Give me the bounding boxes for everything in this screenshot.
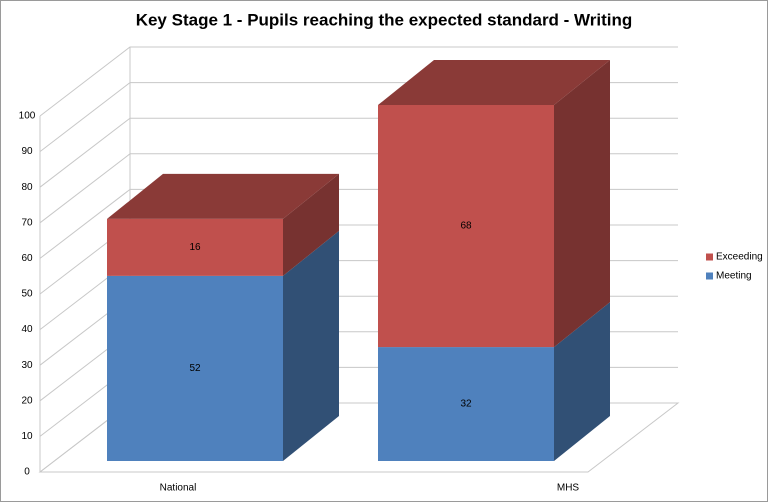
bar [107,218,283,276]
y-tick-label: 30 [21,360,33,371]
bar-side [554,60,610,348]
legend-swatch [706,253,713,261]
y-tick-label: 50 [21,289,33,300]
bar-top [107,173,339,219]
x-tick-label: MHS [557,483,580,494]
x-tick-label: National [160,483,197,494]
y-tick-label: 20 [21,395,33,406]
bar [378,347,554,461]
y-tick-label: 90 [21,146,33,157]
y-tick-label: 80 [21,182,33,193]
data-label: 16 [189,242,201,253]
y-tick-label: 60 [21,253,33,264]
bar [378,105,554,348]
data-label: 68 [460,221,472,232]
bar [107,275,283,461]
legend-label: Meeting [716,271,752,282]
y-tick-label: 100 [19,111,36,122]
y-tick-label: 10 [21,431,33,442]
data-label: 52 [189,363,201,374]
legend-label: Exceeding [716,252,763,263]
legend-swatch [706,272,713,280]
bar-side [554,302,610,461]
chart-title: Key Stage 1 - Pupils reaching the expect… [136,10,633,29]
bar-side [283,230,339,461]
y-tick-label: 70 [21,217,33,228]
data-label: 32 [460,399,472,410]
bar-side [283,173,339,276]
y-tick-label: 0 [24,467,30,478]
y-tick-label: 40 [21,324,33,335]
bar-top [378,60,610,105]
